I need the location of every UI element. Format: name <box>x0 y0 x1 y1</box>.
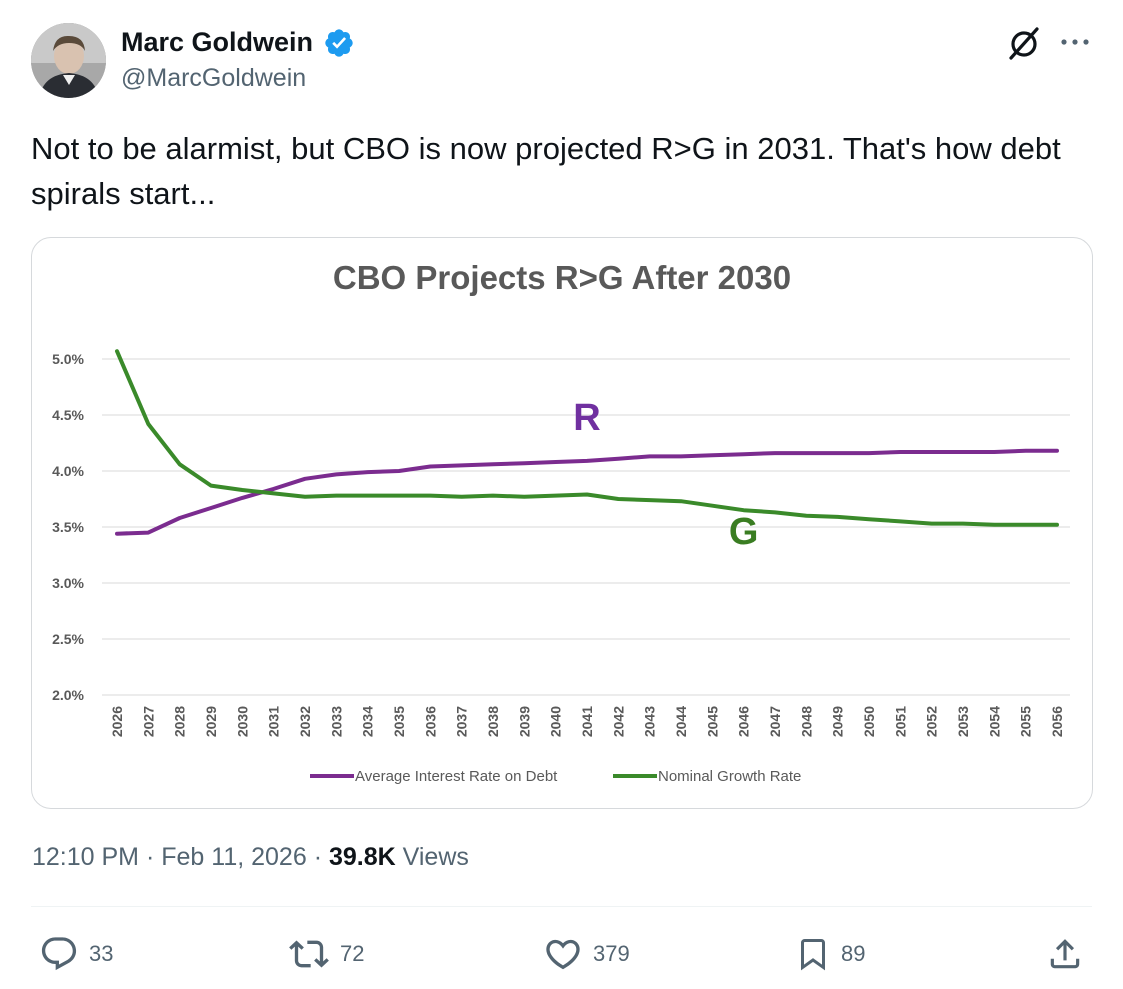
meta-separator: · <box>145 843 155 871</box>
share-button[interactable] <box>1046 932 1084 976</box>
retweet-button[interactable]: 72 <box>288 932 364 976</box>
x-tick-label: 2049 <box>830 706 846 737</box>
bookmark-icon <box>801 939 825 971</box>
x-tick-label: 2028 <box>172 706 188 737</box>
tweet-meta: 12:10 PM · Feb 11, 2026 · 39.8K Views <box>32 843 469 872</box>
y-tick-label: 5.0% <box>52 351 84 367</box>
x-tick-label: 2050 <box>861 706 877 737</box>
y-tick-label: 4.5% <box>52 407 84 423</box>
x-tick-label: 2033 <box>328 706 344 737</box>
x-tick-label: 2034 <box>360 706 376 737</box>
x-tick-label: 2047 <box>767 706 783 737</box>
x-tick-label: 2038 <box>485 706 501 737</box>
more-icon[interactable] <box>1058 27 1092 57</box>
like-button[interactable]: 379 <box>543 932 630 976</box>
x-tick-label: 2044 <box>673 706 689 737</box>
series-annotation: G <box>729 511 759 553</box>
x-tick-label: 2026 <box>109 706 125 737</box>
series-line-1 <box>115 448 1059 536</box>
x-tick-label: 2039 <box>516 706 532 737</box>
x-tick-label: 2042 <box>610 706 626 737</box>
author-name[interactable]: Marc Goldwein <box>121 27 314 57</box>
line-chart: CBO Projects R>G After 2030 2.0% 2.5% 3.0%… <box>52 259 1070 785</box>
x-tick-label: 2053 <box>955 706 971 737</box>
retweet-icon <box>289 940 329 968</box>
x-tick-label: 2048 <box>798 706 814 737</box>
series-line-2 <box>115 349 1059 527</box>
like-count: 379 <box>593 941 630 966</box>
meta-separator: · <box>313 843 323 871</box>
x-tick-label: 2036 <box>422 706 438 737</box>
profile-photo <box>31 23 106 98</box>
y-tick-label: 3.0% <box>52 575 84 591</box>
reply-button[interactable]: 33 <box>39 932 113 976</box>
views-label: Views <box>402 843 469 871</box>
legend-label: Nominal Growth Rate <box>658 768 801 785</box>
post-time[interactable]: 12:10 PM <box>32 843 140 871</box>
x-tick-label: 2056 <box>1049 706 1065 737</box>
x-tick-label: 2043 <box>642 706 658 737</box>
grok-icon[interactable] <box>1006 25 1042 61</box>
x-tick-label: 2035 <box>391 706 407 737</box>
divider <box>31 906 1092 907</box>
avatar[interactable] <box>31 23 106 98</box>
x-tick-label: 2051 <box>892 706 908 737</box>
verified-badge-icon <box>323 27 355 59</box>
series-annotation: R <box>573 397 600 439</box>
y-tick-label: 2.5% <box>52 631 84 647</box>
reply-count: 33 <box>89 941 114 966</box>
bookmark-count: 89 <box>841 941 866 966</box>
reply-icon <box>41 937 77 971</box>
chart-image-card[interactable]: CBO Projects R>G After 2030 2.0% 2.5% 3.0%… <box>31 237 1093 809</box>
post-date[interactable]: Feb 11, 2026 <box>161 843 307 871</box>
heart-icon <box>546 939 580 970</box>
tweet-text: Not to be alarmist, but CBO is now proje… <box>31 131 1061 211</box>
views-count: 39.8K <box>328 843 396 871</box>
x-tick-label: 2052 <box>924 706 940 737</box>
share-icon <box>1050 939 1080 969</box>
x-tick-label: 2055 <box>1018 706 1034 737</box>
x-tick-label: 2037 <box>454 706 470 737</box>
y-tick-label: 3.5% <box>52 519 84 535</box>
x-tick-label: 2054 <box>986 706 1002 737</box>
author-handle[interactable]: @MarcGoldwein <box>121 64 307 92</box>
y-tick-label: 4.0% <box>52 463 84 479</box>
x-tick-label: 2030 <box>234 706 250 737</box>
y-tick-label: 2.0% <box>52 687 84 703</box>
x-tick-label: 2027 <box>140 706 156 737</box>
x-tick-label: 2031 <box>266 706 282 737</box>
x-tick-label: 2045 <box>704 706 720 737</box>
legend-label: Average Interest Rate on Debt <box>355 768 558 785</box>
chart-title: CBO Projects R>G After 2030 <box>333 259 791 296</box>
x-tick-label: 2041 <box>579 706 595 737</box>
x-tick-label: 2046 <box>736 706 752 737</box>
retweet-count: 72 <box>340 941 365 966</box>
bookmark-button[interactable]: 89 <box>795 932 865 976</box>
x-tick-label: 2029 <box>203 706 219 737</box>
x-tick-label: 2032 <box>297 706 313 737</box>
x-tick-label: 2040 <box>548 706 564 737</box>
